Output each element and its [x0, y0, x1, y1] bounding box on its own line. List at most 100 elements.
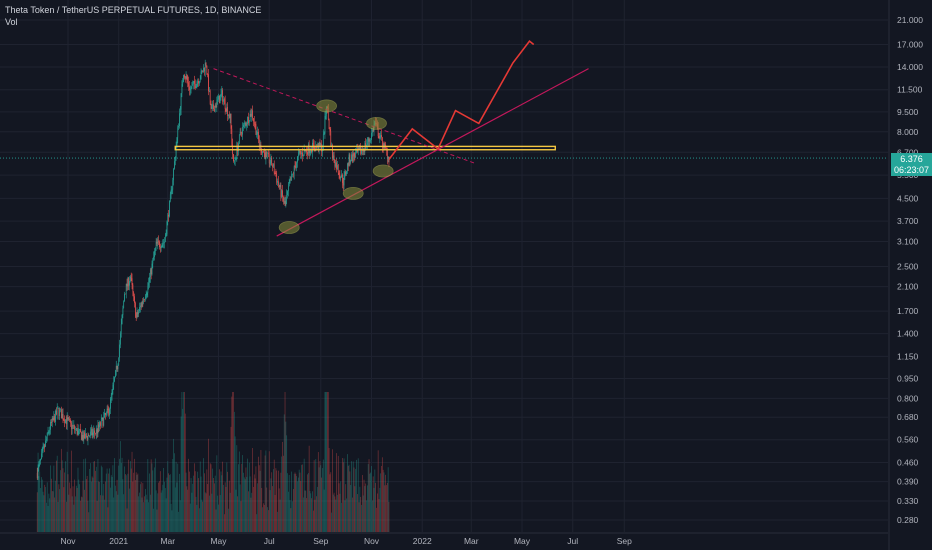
volume-bar: [51, 478, 52, 532]
candle-body: [194, 80, 195, 84]
candle-body: [263, 151, 264, 153]
volume-bar: [364, 486, 366, 532]
candle-body: [335, 162, 337, 167]
candle-body: [302, 152, 303, 156]
candle-body: [167, 214, 169, 222]
candle-body: [273, 163, 275, 174]
candle-body: [329, 128, 331, 132]
symbol-title[interactable]: Theta Token / TetherUS PERPETUAL FUTURES…: [5, 5, 262, 15]
drawing-overlays[interactable]: [0, 39, 888, 237]
volume-bar: [384, 485, 386, 532]
volume-bar: [78, 479, 80, 532]
candle-body: [53, 416, 55, 421]
volume-bar: [271, 472, 273, 532]
candle-body: [202, 71, 204, 73]
volume-bar: [215, 509, 217, 532]
volume-bar: [339, 493, 341, 532]
candle-body: [122, 308, 124, 316]
candle-body: [119, 344, 120, 358]
candle-body: [146, 292, 148, 296]
time-axis[interactable]: Nov 2021 Mar May Jul Sep Nov 2022 Mar May Jul Sep: [0, 532, 888, 546]
candle-body: [85, 433, 86, 439]
candle-body: [244, 123, 246, 124]
candle-body: [205, 63, 207, 66]
x-tick-label: Mar: [160, 536, 175, 546]
candle-body: [353, 153, 355, 157]
candle-body: [220, 94, 222, 96]
volume-bar: [284, 392, 286, 532]
volume-bar: [216, 455, 218, 532]
volume-bar: [236, 445, 238, 532]
candle-body: [312, 142, 313, 153]
candle-body: [120, 324, 122, 334]
volume-bar: [124, 466, 125, 532]
volume-bar: [155, 490, 157, 532]
volume-bar: [178, 511, 179, 532]
candle-body: [223, 99, 225, 100]
volume-bar: [151, 463, 153, 532]
volume-bar: [123, 494, 125, 532]
volume-bar: [140, 481, 142, 532]
candle-body: [105, 412, 106, 415]
volume-bar: [218, 504, 219, 532]
volume-bar: [213, 477, 214, 532]
volume-bar: [85, 458, 86, 532]
volume-bar: [159, 471, 161, 532]
volume-bar: [318, 467, 320, 532]
volume-bar: [302, 497, 304, 532]
candle-body: [218, 95, 219, 100]
volume-bar: [70, 450, 72, 532]
volume-bar: [36, 492, 38, 532]
candle-body: [325, 114, 327, 117]
volume-bar: [252, 447, 253, 532]
volume-bar: [299, 472, 301, 532]
volume-bar: [184, 392, 185, 532]
candle-body: [186, 76, 188, 80]
candle-body: [118, 357, 120, 366]
volume-bar: [353, 467, 355, 532]
volume-bar: [96, 500, 98, 532]
volume-bar: [347, 454, 348, 532]
descending-trendline: [213, 68, 475, 164]
volume-bar: [358, 502, 360, 532]
candle-body: [234, 158, 236, 161]
volume-bar: [356, 459, 357, 532]
volume-bar: [95, 470, 96, 532]
volume-bar: [381, 457, 383, 532]
volume-bar: [242, 455, 243, 532]
candle-body: [282, 190, 283, 197]
volume-bar: [310, 493, 312, 532]
volume-bar: [345, 484, 347, 532]
candle-body: [110, 395, 112, 399]
x-tick-label: Jul: [264, 536, 275, 546]
volume-bar: [283, 455, 284, 532]
candle-body: [358, 148, 360, 149]
volume-bar: [290, 508, 292, 532]
candle-body: [113, 381, 115, 385]
candle-body: [287, 191, 288, 196]
y-tick-label: 2.100: [897, 282, 919, 292]
candle-body: [323, 133, 325, 135]
candle-body: [179, 109, 181, 114]
volume-bar: [247, 458, 248, 532]
volume-bar: [224, 482, 226, 532]
candle-body: [51, 421, 52, 424]
volume-bar: [273, 459, 275, 532]
volume-bar: [317, 486, 318, 532]
candle-body: [175, 147, 177, 159]
candle-body: [55, 410, 56, 422]
volume-bar: [223, 484, 224, 532]
candle-body: [297, 152, 299, 157]
candle-body: [221, 90, 223, 95]
volume-bar: [130, 461, 131, 532]
candle-body: [121, 315, 123, 325]
candle-body: [129, 281, 130, 286]
volume-bar: [293, 473, 295, 532]
volume-bar: [274, 494, 276, 532]
candle-body: [128, 277, 130, 286]
y-tick-label: 0.280: [897, 515, 919, 525]
price-axis[interactable]: 21.00017.00014.00011.5009.5008.0006.7005…: [888, 0, 923, 550]
volume-bar: [225, 486, 227, 532]
candle-body: [178, 126, 179, 128]
